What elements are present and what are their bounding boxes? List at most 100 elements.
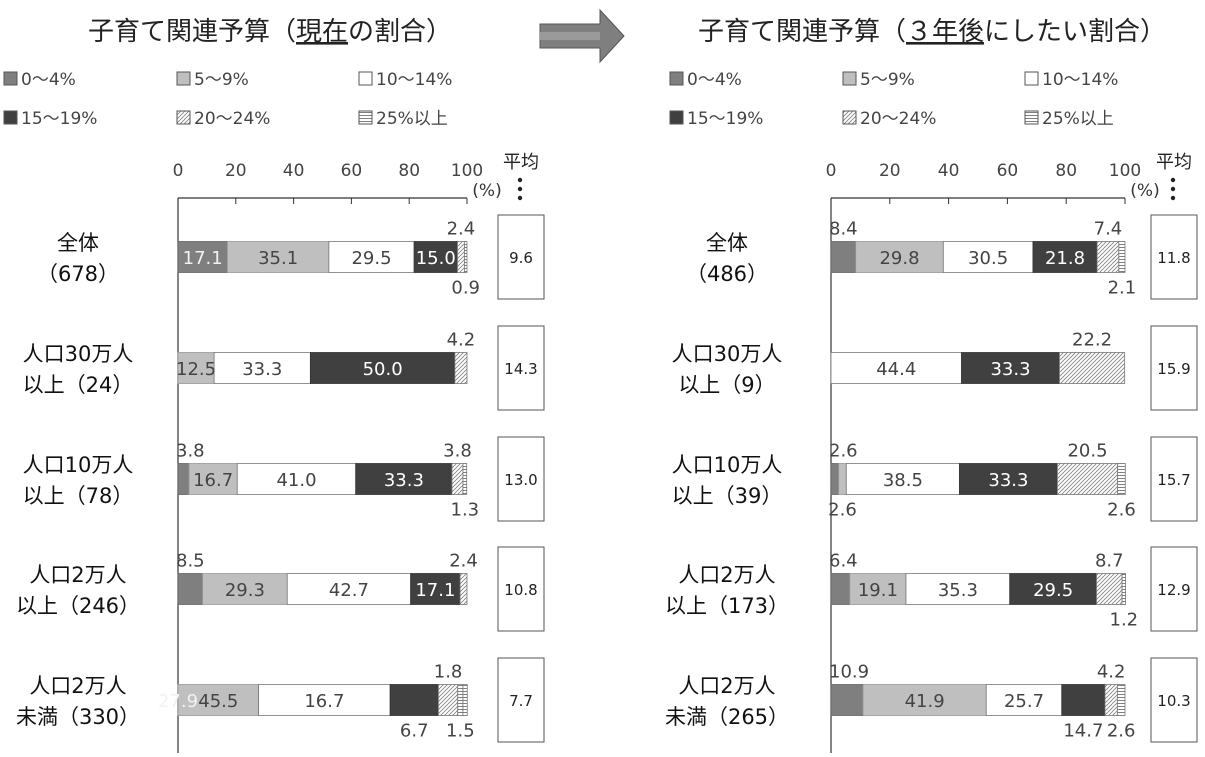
- category-label: 全体: [706, 231, 748, 255]
- data-label: 45.5: [198, 691, 238, 712]
- average-value: 12.9: [1157, 581, 1190, 599]
- bar-segment: [1056, 463, 1119, 495]
- data-label: 16.7: [193, 470, 233, 491]
- chart-title-part: の割合）: [348, 17, 452, 47]
- average-header: 平均: [503, 152, 539, 173]
- bar-segment: [830, 684, 864, 716]
- legend-swatch: [3, 110, 18, 125]
- bar-segment: [227, 241, 330, 273]
- average-value: 11.8: [1157, 249, 1190, 267]
- x-tick-label: 0: [173, 161, 184, 181]
- bar-segment: [437, 684, 459, 716]
- average-header: 平均: [1156, 152, 1192, 173]
- average-dots-icon: [517, 195, 523, 201]
- average-value: 9.6: [509, 249, 533, 267]
- bar-segment: [188, 463, 238, 495]
- data-label: 41.9: [905, 691, 945, 712]
- x-tick-label: 60: [341, 161, 363, 181]
- average-box: [497, 325, 545, 411]
- bar-segment: [236, 463, 357, 495]
- bar-segment: [389, 684, 439, 716]
- category-label: 人口30万人: [23, 342, 134, 366]
- data-label: 29.5: [1033, 580, 1073, 601]
- average-value: 10.8: [504, 581, 537, 599]
- data-label: 21.8: [1045, 248, 1085, 269]
- x-tick-label: 40: [938, 161, 960, 181]
- legend-label: 5～9%: [194, 70, 249, 90]
- bar-segment: [355, 463, 453, 495]
- average-dots-icon: [1170, 177, 1176, 183]
- average-dots-icon: [1170, 195, 1176, 201]
- legend-label: 15～19%: [687, 109, 763, 129]
- data-label: 2.6: [1107, 721, 1136, 742]
- category-sublabel: （678）: [37, 262, 119, 286]
- bar-segment: [1096, 573, 1123, 605]
- bar-segment: [830, 352, 962, 384]
- average-dots-icon: [1170, 186, 1176, 192]
- category-sublabel: 以上（78）: [23, 484, 134, 508]
- bar-segment: [905, 573, 1011, 605]
- bar-segment: [985, 684, 1063, 716]
- bar-segment: [463, 241, 468, 273]
- bar-segment: [309, 352, 456, 384]
- bar-segment: [328, 241, 415, 273]
- data-label: 1.8: [434, 662, 463, 683]
- category-label: 人口2万人: [678, 674, 775, 698]
- average-value: 14.3: [504, 360, 537, 378]
- legend-swatch: [669, 71, 684, 86]
- average-box: [1150, 436, 1198, 522]
- bar-segment: [177, 463, 190, 495]
- bar-segment: [457, 241, 465, 273]
- category-sublabel: 以上（173）: [665, 594, 789, 618]
- unit-label: (%): [472, 181, 501, 201]
- average-value: 10.3: [1157, 692, 1190, 710]
- x-tick-label: 100: [451, 161, 483, 181]
- arrow-highlight: [540, 32, 600, 40]
- category-label: 人口30万人: [672, 342, 783, 366]
- data-label: 33.3: [384, 470, 424, 491]
- legend-swatch: [358, 110, 373, 125]
- data-label: 14.7: [1063, 721, 1103, 742]
- category-label: 人口2万人: [29, 674, 126, 698]
- legend-label: 15～19%: [21, 109, 97, 129]
- bar-segment: [177, 352, 215, 384]
- category-label: 人口10万人: [23, 453, 134, 477]
- data-label: 7.4: [1094, 219, 1123, 240]
- category-sublabel: 未満（330）: [16, 705, 140, 729]
- bar-segment: [838, 463, 847, 495]
- bar-segment: [849, 573, 907, 605]
- bar-segment: [413, 241, 458, 273]
- legend-swatch: [176, 71, 191, 86]
- category-label: 人口2万人: [678, 563, 775, 587]
- data-label: 41.0: [276, 470, 316, 491]
- chart-title-part: 子育て関連予算（: [698, 17, 906, 47]
- chart-title-part: 子育て関連予算（: [88, 17, 296, 47]
- category-sublabel: 以上（39）: [672, 484, 783, 508]
- bar-segment: [959, 463, 1058, 495]
- data-label: 44.4: [876, 359, 916, 380]
- average-box: [1150, 546, 1198, 632]
- bar-segment: [1116, 684, 1126, 716]
- legend-swatch: [358, 71, 373, 86]
- chart-title-part: 現在: [296, 17, 348, 47]
- legend-label: 5～9%: [860, 70, 915, 90]
- data-label: 33.3: [242, 359, 282, 380]
- bar-segment: [1009, 573, 1097, 605]
- data-label: 2.1: [1108, 278, 1137, 299]
- bar-segment: [1032, 241, 1098, 273]
- data-label: 16.7: [304, 691, 344, 712]
- average-box: [497, 546, 545, 632]
- bar-segment: [286, 573, 412, 605]
- x-tick-label: 40: [283, 161, 305, 181]
- average-box: [497, 214, 545, 300]
- right-arrow-icon: [539, 8, 625, 64]
- bar-segment: [830, 463, 840, 495]
- category-label: 人口2万人: [29, 563, 126, 587]
- average-box: [1150, 325, 1198, 411]
- chart-title-part: にしたい割合）: [984, 17, 1166, 47]
- legend-label: 20～24%: [194, 109, 270, 129]
- bar-segment: [457, 684, 464, 716]
- x-tick-label: 20: [879, 161, 901, 181]
- data-label: 27.9: [158, 691, 198, 712]
- legend-label: 25%以上: [1042, 109, 1114, 129]
